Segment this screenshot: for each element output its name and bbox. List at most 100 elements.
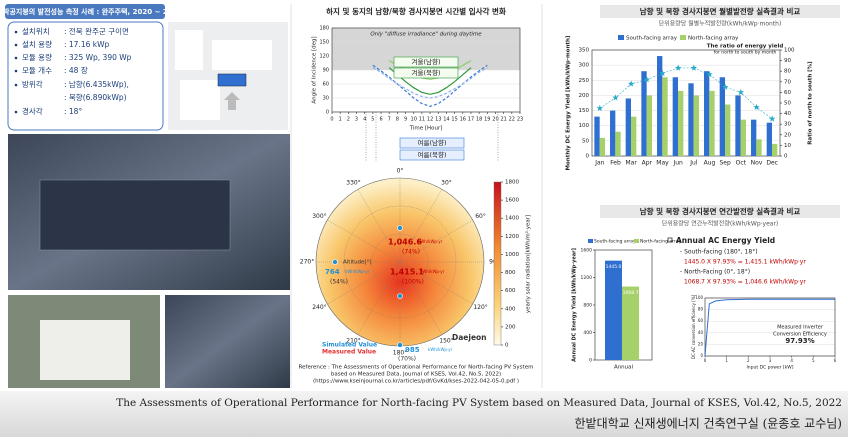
bar bbox=[766, 122, 773, 156]
y-tick-label: 80 bbox=[698, 307, 704, 312]
direction-label: 270° bbox=[300, 259, 314, 266]
info-value: : 18° bbox=[64, 107, 82, 116]
y2-tick-label: 10 bbox=[784, 143, 791, 149]
ratio-star bbox=[612, 94, 619, 101]
y-tick-label: 200 bbox=[579, 93, 590, 99]
bar bbox=[599, 137, 606, 156]
plot-frame bbox=[704, 297, 836, 357]
incidence-line bbox=[372, 64, 488, 108]
x-tick-label: 20 bbox=[492, 117, 498, 123]
chart-subtitle: 단위용량당 월별누적발전량(kWh/kWp·month) bbox=[659, 20, 782, 28]
x-tick-label: 19 bbox=[484, 117, 490, 123]
direction-label: 300° bbox=[312, 213, 326, 220]
annotation: Only "diffuse irradiance" during daytime bbox=[370, 32, 482, 38]
photo-wall bbox=[40, 320, 130, 380]
polar-spoke bbox=[357, 189, 443, 335]
info-label: 설치위치 bbox=[22, 27, 50, 36]
x-tick-label: 14 bbox=[443, 117, 449, 123]
y-tick-label: 400 bbox=[583, 330, 592, 336]
x-tick-label: 13 bbox=[435, 117, 441, 123]
map-block bbox=[175, 30, 203, 70]
polar-annotation: Measured Value bbox=[322, 349, 376, 356]
legend-label: South-facing array bbox=[594, 239, 636, 245]
polar-annotation: (70%) bbox=[398, 356, 416, 363]
legend-label: North-facing array bbox=[640, 239, 682, 245]
x-tick-label: Dec bbox=[766, 160, 778, 167]
polar-annotation: Altitude[°] bbox=[343, 260, 372, 266]
y2-tick-label: 50 bbox=[784, 101, 791, 107]
polar-annotation: Daejeon bbox=[452, 333, 487, 342]
y-tick-label: 300 bbox=[579, 63, 590, 69]
bar bbox=[719, 77, 726, 156]
bullet bbox=[14, 56, 18, 60]
y-tick-label: 1200 bbox=[581, 275, 593, 281]
y-tick-label: 100 bbox=[695, 295, 703, 300]
legend-swatch bbox=[618, 35, 624, 40]
plot-frame bbox=[591, 49, 781, 157]
y-tick-label: 250 bbox=[579, 78, 590, 84]
x-tick-label: 4 bbox=[790, 358, 793, 363]
ratio-star bbox=[753, 103, 760, 110]
bar bbox=[772, 143, 778, 156]
header-title: 북향 박공지붕의 발전성능 측정 사례 : 완주주택, 2020 ~ 2022 bbox=[0, 7, 182, 16]
bar bbox=[709, 90, 715, 156]
north-arrow bbox=[224, 92, 240, 110]
citation-lab: 한밭대학교 신재생에너지 건축연구실 (윤종호 교수님) bbox=[574, 417, 842, 431]
polar-annotation: (74%) bbox=[402, 249, 420, 256]
polar-annotation: 764 bbox=[325, 268, 340, 276]
value-label: 1068.7 bbox=[623, 290, 639, 296]
bar bbox=[740, 119, 747, 156]
x-tick-label: 8 bbox=[396, 117, 399, 123]
info-label: 모듈 용량 bbox=[22, 53, 52, 62]
site-marker bbox=[397, 293, 403, 299]
legend-swatch bbox=[634, 239, 639, 243]
legend-swatch bbox=[680, 35, 686, 40]
ratio-star bbox=[721, 83, 729, 90]
y2-tick-label: 0 bbox=[784, 154, 788, 160]
info-value: : 전북 완주군 구이면 bbox=[64, 26, 129, 36]
ratio-star bbox=[659, 69, 666, 77]
y2-axis-label: Ratio of north to south [%] bbox=[808, 61, 814, 145]
polar-annotation: 985 bbox=[405, 346, 420, 354]
note-line: 1068.7 X 97.93% = 1,046.6 kWh/kWp·yr bbox=[684, 279, 806, 286]
legend-label: North-facing array bbox=[688, 36, 739, 42]
series-label: 여름(북향) bbox=[418, 150, 447, 159]
x-axis-label: Time [Hour] bbox=[409, 126, 443, 132]
chart-subtitle: 단위용량당 연간누적발전량(kWh/kWp·year) bbox=[662, 220, 779, 228]
photo-roof bbox=[165, 295, 290, 388]
info-value: : 325 Wp, 390 Wp bbox=[64, 53, 132, 62]
bar bbox=[662, 77, 668, 156]
y-tick-label: 30 bbox=[323, 96, 329, 102]
x-tick-label: 7 bbox=[388, 117, 391, 123]
x-tick-label: 12 bbox=[427, 117, 433, 123]
note-icon bbox=[667, 237, 673, 243]
colorbar-tick-label: 1600 bbox=[505, 198, 519, 204]
y-axis-label: Monthly DC Energy Yield [kWh/kWp·month] bbox=[566, 35, 572, 170]
ratio-line bbox=[599, 67, 773, 120]
site-marker bbox=[397, 342, 403, 348]
info-value: : 남향(6.435kWp), bbox=[64, 80, 129, 89]
series-label: 겨울(남향) bbox=[412, 57, 441, 66]
y-tick-label: 120 bbox=[319, 54, 329, 60]
x-tick-label: 15 bbox=[451, 117, 457, 123]
x-tick-label: 21 bbox=[500, 117, 506, 123]
chart-title: 하지 및 동지의 남향/북향 경사지붕면 시간별 입사각 변화 bbox=[326, 6, 506, 16]
x-tick-label: Oct bbox=[736, 160, 747, 167]
colorbar-tick-label: 0 bbox=[505, 343, 509, 349]
direction-label: 240° bbox=[312, 304, 326, 311]
annotation: for north to south by month bbox=[714, 50, 777, 56]
direction-label: 330° bbox=[346, 180, 360, 187]
x-tick-label: Annual bbox=[614, 365, 634, 371]
ratio-star bbox=[596, 104, 604, 112]
bar bbox=[594, 116, 600, 156]
x-tick-label: 1 bbox=[725, 358, 728, 363]
direction-label: 90 bbox=[489, 259, 497, 266]
y2-tick-label: 90 bbox=[784, 58, 791, 64]
direction-label: 0° bbox=[397, 168, 404, 175]
ratio-star bbox=[643, 76, 651, 83]
direction-label: 120° bbox=[473, 304, 487, 311]
y-tick-label: 20 bbox=[698, 341, 704, 346]
bar bbox=[725, 104, 731, 156]
x-tick-label: 3 bbox=[355, 117, 358, 123]
